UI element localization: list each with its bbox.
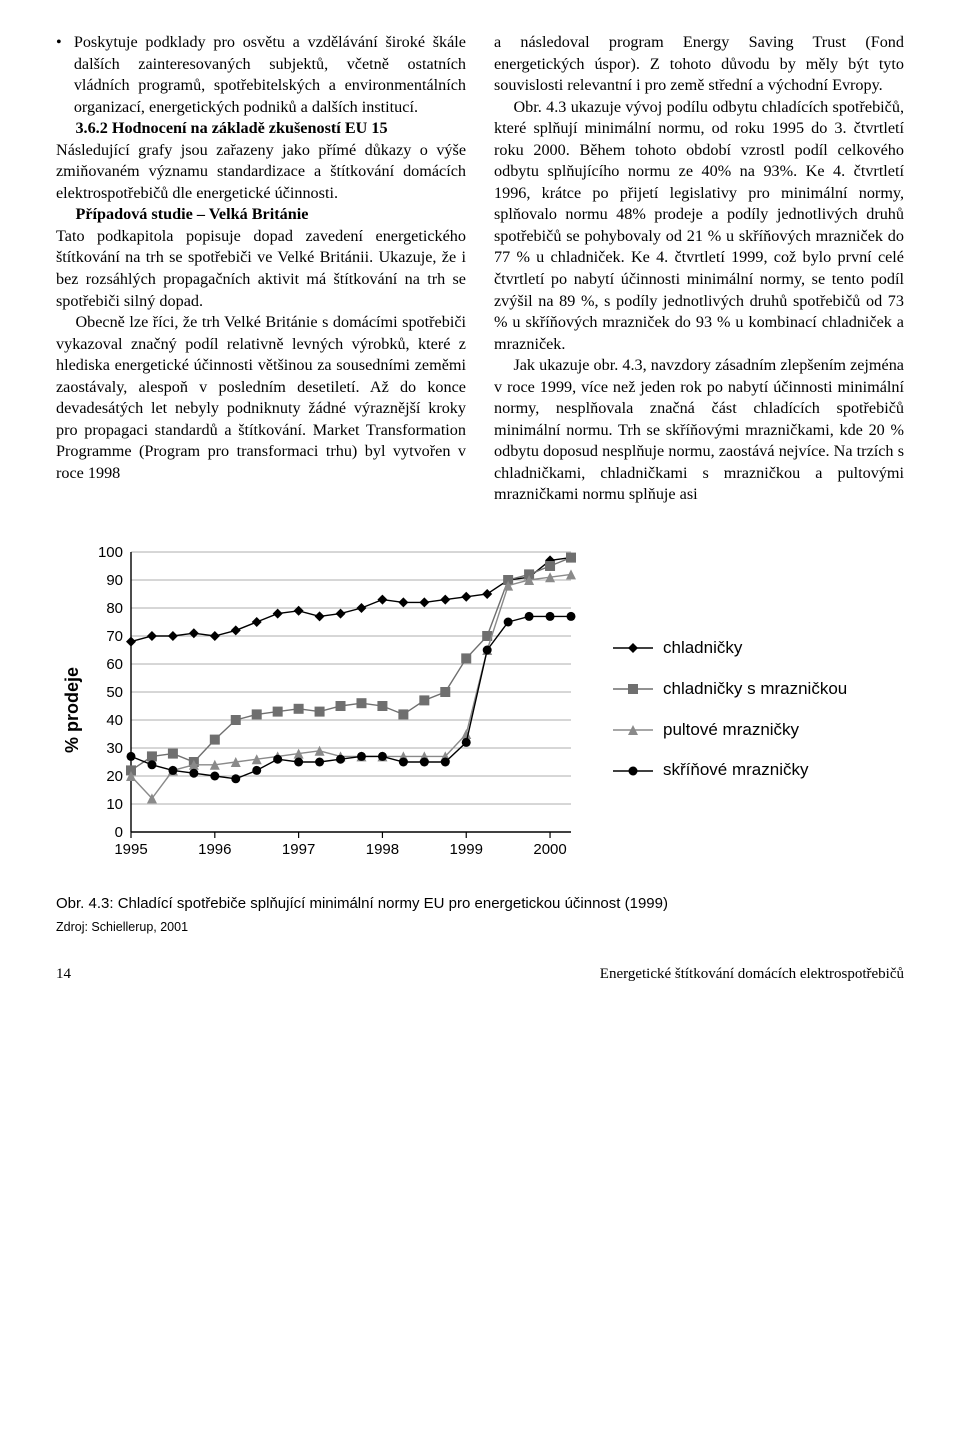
svg-text:20: 20 [106,768,123,785]
svg-text:80: 80 [106,600,123,617]
chart-row: % prodeje 0 10 20 30 40 50 60 70 80 90 100 1995 1996… [56,546,904,873]
page-number: 14 [56,966,71,983]
legend-item: pultové mrazničky [613,710,847,751]
page-footer: 14 Energetické štítkování domácích elekt… [56,966,904,983]
svg-text:50: 50 [106,684,123,701]
legend-item: skříňové mrazničky [613,750,847,791]
svg-text:1999: 1999 [450,841,483,858]
chart-plot: 0 10 20 30 40 50 60 70 80 90 100 1995 1996 1997 1998 19… [83,546,579,873]
paragraph: Jak ukazuje obr. 4.3, navzdory zásadním … [494,355,904,506]
svg-text:1997: 1997 [282,841,315,858]
legend-item: chladničky s mrazničkou [613,669,847,710]
two-column-text: • Poskytuje podklady pro osvětu a vzdělá… [56,32,904,506]
svg-text:70: 70 [106,628,123,645]
svg-text:90: 90 [106,572,123,589]
chart-legend: chladničkychladničky s mrazničkoupultové… [579,628,847,791]
svg-text:100: 100 [98,546,123,561]
paragraph: a následoval program Energy Saving Trust… [494,32,904,97]
legend-label: chladničky [663,628,742,669]
svg-text:1995: 1995 [114,841,147,858]
page: • Poskytuje podklady pro osvětu a vzdělá… [0,0,960,1003]
legend-label: skříňové mrazničky [663,750,808,791]
running-title: Energetické štítkování domácích elektros… [600,966,904,983]
figure-source: Zdroj: Schiellerup, 2001 [56,920,904,934]
svg-text:1998: 1998 [366,841,399,858]
section-heading: 3.6.2 Hodnocení na základě zkušeností EU… [56,118,466,140]
bullet-text: Poskytuje podklady pro osvětu a vzdělává… [74,32,466,118]
svg-text:10: 10 [106,796,123,813]
svg-text:30: 30 [106,740,123,757]
bullet-dot: • [56,32,74,118]
section-paragraph: Následující grafy jsou zařazeny jako pří… [56,140,466,205]
legend-item: chladničky [613,628,847,669]
svg-text:2000: 2000 [533,841,566,858]
legend-label: chladničky s mrazničkou [663,669,847,710]
subsection-heading: Případová studie – Velká Británie [56,204,466,226]
left-column: • Poskytuje podklady pro osvětu a vzdělá… [56,32,466,506]
paragraph: Obecně lze říci, že trh Velké Británie s… [56,312,466,484]
svg-text:40: 40 [106,712,123,729]
legend-label: pultové mrazničky [663,710,799,751]
paragraph: Tato podkapitola popisuje dopad zavedení… [56,226,466,312]
right-column: a následoval program Energy Saving Trust… [494,32,904,506]
svg-text:0: 0 [115,824,123,841]
svg-text:1996: 1996 [198,841,231,858]
legend-swatch-icon [613,640,653,656]
bullet-item: • Poskytuje podklady pro osvětu a vzdělá… [56,32,466,118]
legend-swatch-icon [613,722,653,738]
chart-y-axis-label: % prodeje [56,667,83,753]
chart-block: % prodeje 0 10 20 30 40 50 60 70 80 90 100 1995 1996… [56,546,904,873]
paragraph: Obr. 4.3 ukazuje vývoj podílu odbytu chl… [494,97,904,356]
svg-text:60: 60 [106,656,123,673]
figure-caption: Obr. 4.3: Chladící spotřebiče splňující … [56,895,904,912]
legend-swatch-icon [613,681,653,697]
legend-swatch-icon [613,763,653,779]
